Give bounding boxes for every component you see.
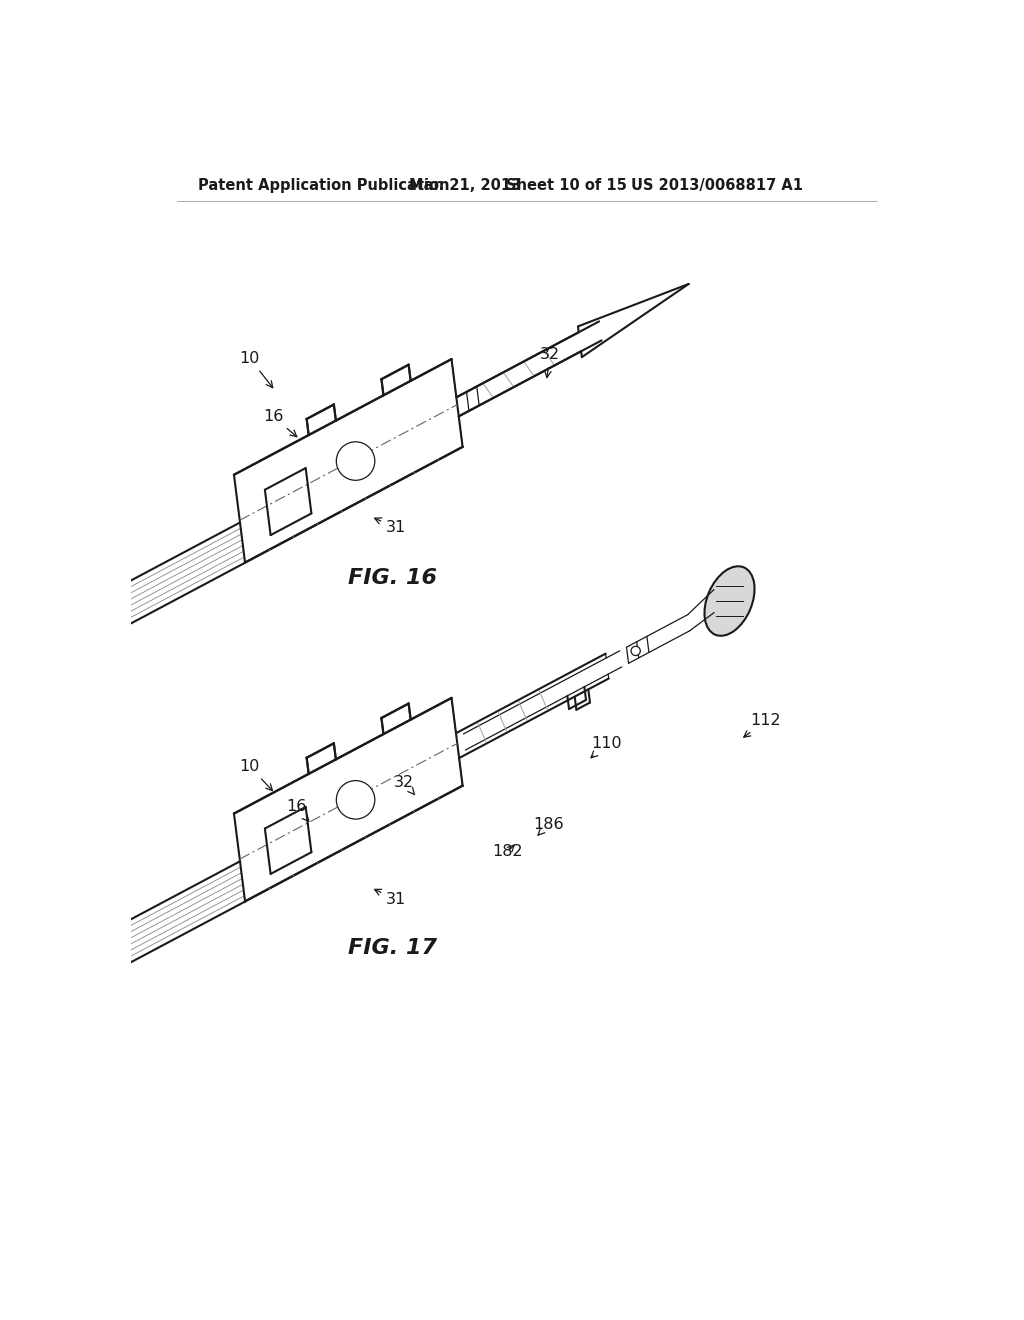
Text: FIG. 17: FIG. 17 <box>348 937 437 957</box>
Text: 110: 110 <box>591 737 622 758</box>
Text: 16: 16 <box>286 799 309 821</box>
Ellipse shape <box>705 566 755 636</box>
Circle shape <box>336 442 375 480</box>
Text: 31: 31 <box>375 890 407 907</box>
Text: 10: 10 <box>240 351 272 388</box>
Circle shape <box>631 647 640 656</box>
Text: 32: 32 <box>540 347 560 378</box>
Text: 182: 182 <box>493 843 523 859</box>
Text: 10: 10 <box>240 759 272 791</box>
Text: FIG. 16: FIG. 16 <box>348 568 437 587</box>
Text: Mar. 21, 2013: Mar. 21, 2013 <box>410 178 521 193</box>
Text: Patent Application Publication: Patent Application Publication <box>199 178 450 193</box>
Text: 16: 16 <box>263 409 297 437</box>
Text: 186: 186 <box>534 817 564 836</box>
Text: 31: 31 <box>375 517 407 536</box>
Text: 32: 32 <box>394 775 415 795</box>
Text: Sheet 10 of 15: Sheet 10 of 15 <box>506 178 627 193</box>
Text: 112: 112 <box>743 713 781 738</box>
Text: US 2013/0068817 A1: US 2013/0068817 A1 <box>631 178 803 193</box>
Circle shape <box>336 780 375 820</box>
